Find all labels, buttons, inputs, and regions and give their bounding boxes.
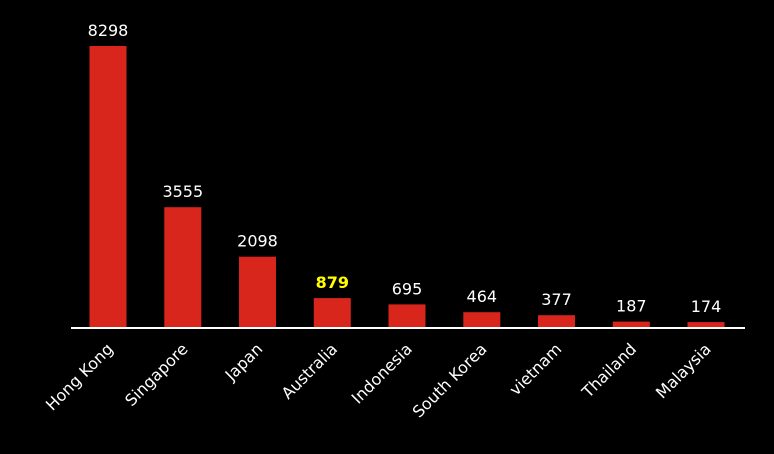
value-label-singapore: 3555 <box>162 182 203 201</box>
value-label-australia: 879 <box>316 273 349 292</box>
bar-hong-kong <box>89 46 127 328</box>
tick-label-vietnam: vietnam <box>506 339 566 399</box>
value-label-hong-kong: 8298 <box>88 21 129 40</box>
bar-vietnam <box>538 315 575 328</box>
bar-thailand <box>612 321 650 328</box>
value-label-malaysia: 174 <box>691 297 722 316</box>
value-label-thailand: 187 <box>616 297 647 316</box>
bar-japan <box>239 256 276 328</box>
value-label-japan: 2098 <box>237 232 278 251</box>
tick-label-japan: Japan <box>221 339 267 385</box>
value-label-south-korea: 464 <box>467 287 498 306</box>
value-label-vietnam: 377 <box>541 290 572 309</box>
tick-label-singapore: Singapore <box>121 339 192 410</box>
tick-label-south-korea: South Korea <box>409 339 491 421</box>
bar-singapore <box>164 207 202 328</box>
bar-indonesia <box>388 304 426 328</box>
tick-label-australia: Australia <box>278 339 341 402</box>
bar-australia <box>313 298 351 328</box>
value-label-indonesia: 695 <box>392 279 423 298</box>
tick-label-malaysia: Malaysia <box>652 339 715 402</box>
tick-label-thailand: Thailand <box>577 339 640 402</box>
tick-label-hong-kong: Hong Kong <box>42 339 117 414</box>
bar-malaysia <box>687 322 725 328</box>
tick-label-indonesia: Indonesia <box>348 339 416 407</box>
bar-south-korea <box>463 312 501 328</box>
